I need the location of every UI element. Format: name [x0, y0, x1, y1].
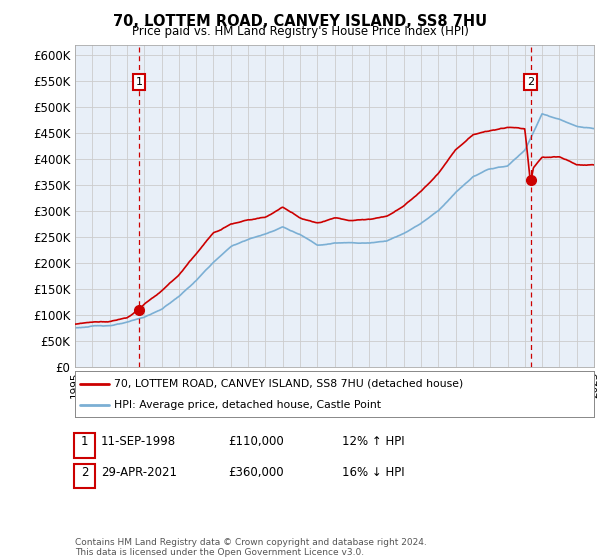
Text: 11-SEP-1998: 11-SEP-1998 [101, 435, 176, 449]
Text: 1: 1 [81, 435, 88, 449]
Text: £110,000: £110,000 [228, 435, 284, 449]
Text: 12% ↑ HPI: 12% ↑ HPI [342, 435, 404, 449]
Text: 29-APR-2021: 29-APR-2021 [101, 466, 177, 479]
Text: Price paid vs. HM Land Registry's House Price Index (HPI): Price paid vs. HM Land Registry's House … [131, 25, 469, 38]
Text: 70, LOTTEM ROAD, CANVEY ISLAND, SS8 7HU (detached house): 70, LOTTEM ROAD, CANVEY ISLAND, SS8 7HU … [114, 379, 463, 389]
Text: 70, LOTTEM ROAD, CANVEY ISLAND, SS8 7HU: 70, LOTTEM ROAD, CANVEY ISLAND, SS8 7HU [113, 14, 487, 29]
Text: HPI: Average price, detached house, Castle Point: HPI: Average price, detached house, Cast… [114, 400, 381, 410]
Text: 2: 2 [81, 466, 88, 479]
Text: 1: 1 [136, 77, 143, 87]
Text: £360,000: £360,000 [228, 466, 284, 479]
Text: 16% ↓ HPI: 16% ↓ HPI [342, 466, 404, 479]
Text: Contains HM Land Registry data © Crown copyright and database right 2024.
This d: Contains HM Land Registry data © Crown c… [75, 538, 427, 557]
Text: 2: 2 [527, 77, 534, 87]
